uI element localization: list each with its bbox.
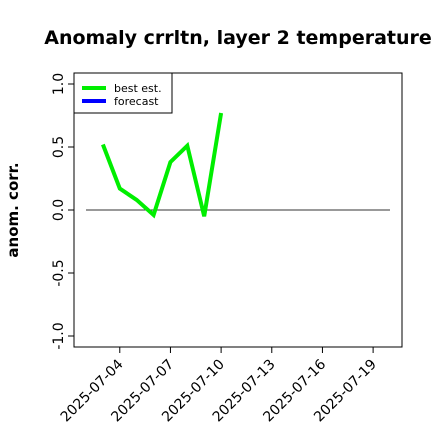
series-line-best-est: [101, 112, 224, 219]
y-tick-label: 0.0: [51, 199, 67, 221]
y-tick-label: 0.5: [51, 136, 67, 158]
y-axis-label: anom. corr.: [4, 162, 22, 257]
y-tick-label: -0.5: [51, 259, 67, 286]
y-tick-label: -1.0: [51, 322, 67, 349]
legend-label-forecast: forecast: [114, 95, 159, 108]
y-axis: -1.0 -0.5 0.0 0.5 1.0: [51, 73, 74, 350]
y-tick-label: 1.0: [51, 73, 67, 95]
x-axis: 2025-07-042025-07-072025-07-102025-07-13…: [58, 347, 380, 425]
legend: best est. forecast: [73, 72, 173, 114]
legend-box: [73, 72, 173, 114]
series-layer: [101, 112, 224, 219]
chart-title: Anomaly crrltn, layer 2 temperature: [44, 27, 432, 49]
legend-label-best-est: best est.: [114, 82, 162, 95]
